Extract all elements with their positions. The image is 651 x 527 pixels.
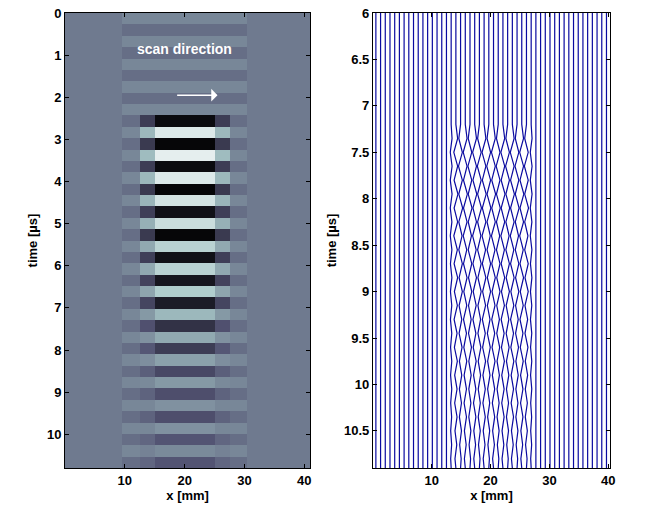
svg-text:7.5: 7.5	[351, 145, 369, 160]
svg-text:30: 30	[237, 473, 251, 488]
svg-text:1: 1	[54, 48, 61, 63]
svg-text:3: 3	[54, 132, 61, 147]
svg-text:7: 7	[54, 300, 61, 315]
svg-text:9: 9	[54, 385, 61, 400]
svg-text:8: 8	[54, 343, 61, 358]
svg-text:10: 10	[47, 427, 61, 442]
svg-text:7: 7	[362, 98, 369, 113]
svg-text:8: 8	[362, 191, 369, 206]
svg-text:6.5: 6.5	[351, 52, 369, 67]
svg-text:10: 10	[118, 473, 132, 488]
svg-text:30: 30	[542, 473, 556, 488]
svg-text:9.5: 9.5	[351, 331, 369, 346]
svg-text:10: 10	[425, 473, 439, 488]
svg-text:40: 40	[297, 473, 311, 488]
svg-text:10: 10	[355, 377, 369, 392]
svg-text:20: 20	[483, 473, 497, 488]
svg-text:4: 4	[54, 174, 62, 189]
svg-text:40: 40	[601, 473, 615, 488]
svg-text:20: 20	[177, 473, 191, 488]
svg-text:10.5: 10.5	[344, 423, 369, 438]
svg-text:0: 0	[54, 6, 61, 21]
svg-text:8.5: 8.5	[351, 238, 369, 253]
svg-text:x [mm]: x [mm]	[166, 488, 209, 503]
svg-text:9: 9	[362, 284, 369, 299]
svg-text:time [µs]: time [µs]	[324, 214, 339, 268]
svg-text:5: 5	[54, 216, 61, 231]
svg-text:6: 6	[54, 258, 61, 273]
svg-text:2: 2	[54, 90, 61, 105]
svg-text:6: 6	[362, 6, 369, 21]
svg-text:time [µs]: time [µs]	[25, 214, 40, 268]
svg-text:scan direction: scan direction	[137, 41, 232, 57]
svg-text:x [mm]: x [mm]	[470, 488, 513, 503]
